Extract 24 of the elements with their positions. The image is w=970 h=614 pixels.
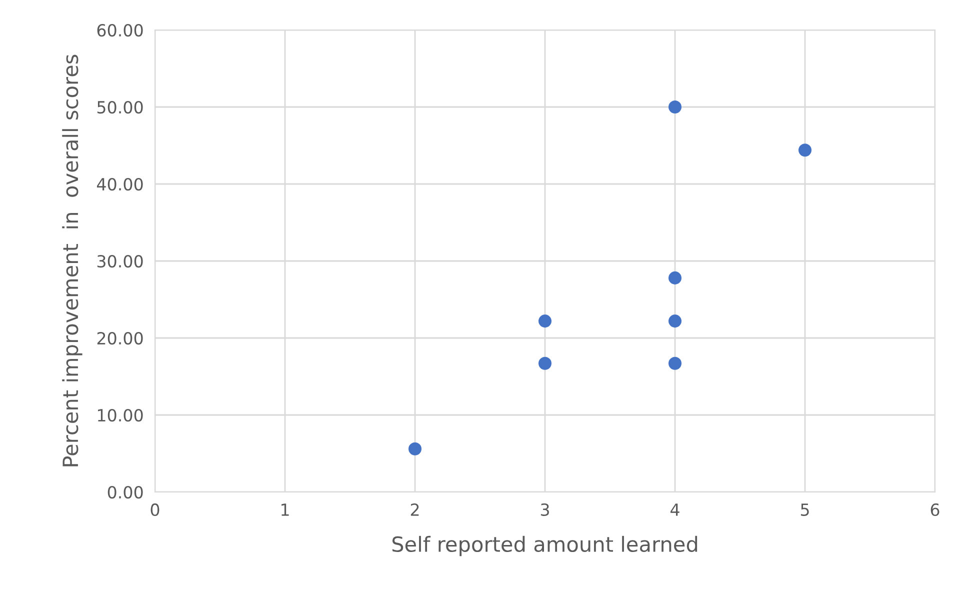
- point: [668, 314, 682, 328]
- y-tick-label: 30.00: [97, 254, 143, 268]
- point: [668, 356, 682, 370]
- y-tick-label: 50.00: [97, 100, 143, 114]
- point: [538, 356, 552, 370]
- x-tick-label: 5: [800, 504, 809, 516]
- x-tick-label: 2: [410, 503, 419, 516]
- y-tick-label: 60.00: [97, 24, 143, 37]
- y-tick-label: 40.00: [96, 178, 143, 191]
- x-tick-label: 6: [930, 503, 940, 516]
- x-tick-label: 1: [282, 504, 289, 516]
- point: [798, 144, 812, 157]
- x-tick-label: 4: [670, 504, 680, 516]
- y-tick-label: 10.00: [98, 408, 143, 422]
- x-axis-title: Self reported amount learned: [392, 536, 698, 556]
- y-tick-label: 0.00: [108, 486, 143, 499]
- point: [668, 100, 682, 114]
- y-axis-title: Percent improvement in overall scores: [62, 54, 82, 466]
- x-tick-label: 0: [150, 503, 160, 516]
- point: [668, 271, 682, 284]
- point: [538, 314, 552, 328]
- point: [408, 442, 422, 456]
- x-tick-label: 3: [540, 503, 549, 516]
- y-tick-label: 20.00: [97, 332, 143, 345]
